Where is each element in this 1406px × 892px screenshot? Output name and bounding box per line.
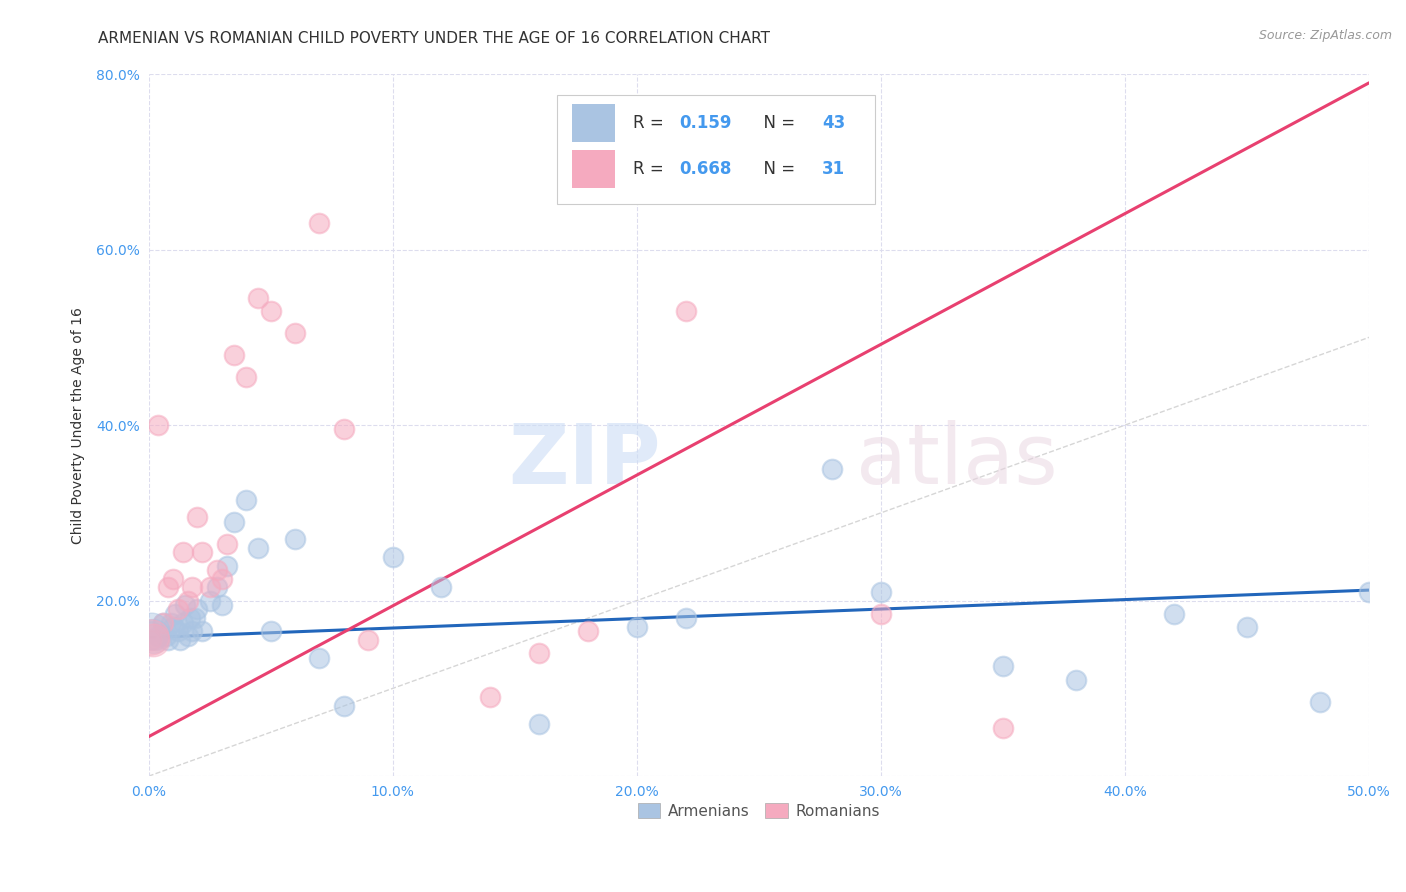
- FancyBboxPatch shape: [572, 150, 614, 188]
- Legend: Armenians, Romanians: Armenians, Romanians: [631, 797, 886, 825]
- FancyBboxPatch shape: [572, 103, 614, 143]
- Point: [675, 611, 697, 625]
- Point: [991, 721, 1014, 735]
- Text: 0.668: 0.668: [679, 160, 733, 178]
- Point: [527, 646, 550, 660]
- Point: [176, 629, 198, 643]
- Point: [675, 304, 697, 318]
- Text: ARMENIAN VS ROMANIAN CHILD POVERTY UNDER THE AGE OF 16 CORRELATION CHART: ARMENIAN VS ROMANIAN CHILD POVERTY UNDER…: [98, 31, 770, 46]
- Point: [1236, 620, 1258, 634]
- Point: [381, 549, 404, 564]
- Point: [430, 581, 453, 595]
- Point: [259, 624, 281, 639]
- Point: [186, 510, 208, 524]
- Point: [198, 581, 221, 595]
- Point: [162, 620, 184, 634]
- Point: [991, 659, 1014, 673]
- Text: N =: N =: [752, 160, 800, 178]
- Point: [284, 532, 307, 546]
- Point: [259, 304, 281, 318]
- Text: N =: N =: [752, 114, 800, 132]
- Point: [166, 602, 188, 616]
- Text: R =: R =: [633, 114, 669, 132]
- Point: [235, 492, 257, 507]
- Point: [139, 631, 162, 645]
- Point: [157, 633, 180, 648]
- Point: [191, 545, 214, 559]
- Point: [198, 593, 221, 607]
- Point: [211, 572, 233, 586]
- Point: [172, 615, 194, 630]
- Point: [148, 629, 170, 643]
- Point: [139, 633, 162, 648]
- Point: [159, 615, 181, 630]
- Point: [527, 716, 550, 731]
- Point: [308, 216, 330, 230]
- Point: [142, 633, 165, 648]
- Point: [222, 515, 245, 529]
- Point: [181, 581, 204, 595]
- Point: [1163, 607, 1185, 621]
- Point: [333, 422, 356, 436]
- Point: [152, 615, 174, 630]
- Point: [1064, 673, 1087, 687]
- Point: [162, 572, 184, 586]
- Point: [723, 128, 745, 143]
- Point: [1358, 585, 1381, 599]
- Point: [181, 624, 204, 639]
- Text: Source: ZipAtlas.com: Source: ZipAtlas.com: [1258, 29, 1392, 42]
- Point: [284, 326, 307, 340]
- Point: [215, 558, 238, 573]
- Point: [186, 602, 208, 616]
- Point: [174, 598, 197, 612]
- Point: [211, 598, 233, 612]
- Point: [179, 611, 201, 625]
- Point: [626, 181, 648, 195]
- Point: [215, 536, 238, 550]
- Point: [479, 690, 502, 705]
- Point: [176, 593, 198, 607]
- Point: [145, 633, 167, 648]
- Point: [205, 581, 228, 595]
- Point: [166, 624, 188, 639]
- Point: [308, 650, 330, 665]
- Point: [169, 633, 191, 648]
- Point: [626, 620, 648, 634]
- FancyBboxPatch shape: [557, 95, 875, 204]
- Point: [172, 545, 194, 559]
- Text: atlas: atlas: [856, 420, 1059, 500]
- Point: [247, 291, 270, 305]
- Point: [247, 541, 270, 555]
- Point: [576, 624, 599, 639]
- Point: [357, 633, 380, 648]
- Point: [184, 611, 207, 625]
- Point: [157, 581, 180, 595]
- Text: 43: 43: [823, 114, 845, 132]
- Y-axis label: Child Poverty Under the Age of 16: Child Poverty Under the Age of 16: [72, 307, 86, 543]
- Point: [870, 607, 893, 621]
- Text: ZIP: ZIP: [509, 420, 661, 500]
- Point: [333, 698, 356, 713]
- Text: 0.159: 0.159: [679, 114, 733, 132]
- Point: [165, 607, 187, 621]
- Point: [155, 629, 177, 643]
- Text: R =: R =: [633, 160, 669, 178]
- Point: [1309, 695, 1331, 709]
- Point: [148, 418, 170, 433]
- Point: [152, 615, 174, 630]
- Point: [222, 348, 245, 362]
- Point: [139, 624, 162, 639]
- Point: [139, 624, 162, 639]
- Point: [235, 369, 257, 384]
- Point: [821, 462, 844, 476]
- Point: [870, 585, 893, 599]
- Point: [205, 563, 228, 577]
- Text: 31: 31: [823, 160, 845, 178]
- Point: [142, 629, 165, 643]
- Point: [191, 624, 214, 639]
